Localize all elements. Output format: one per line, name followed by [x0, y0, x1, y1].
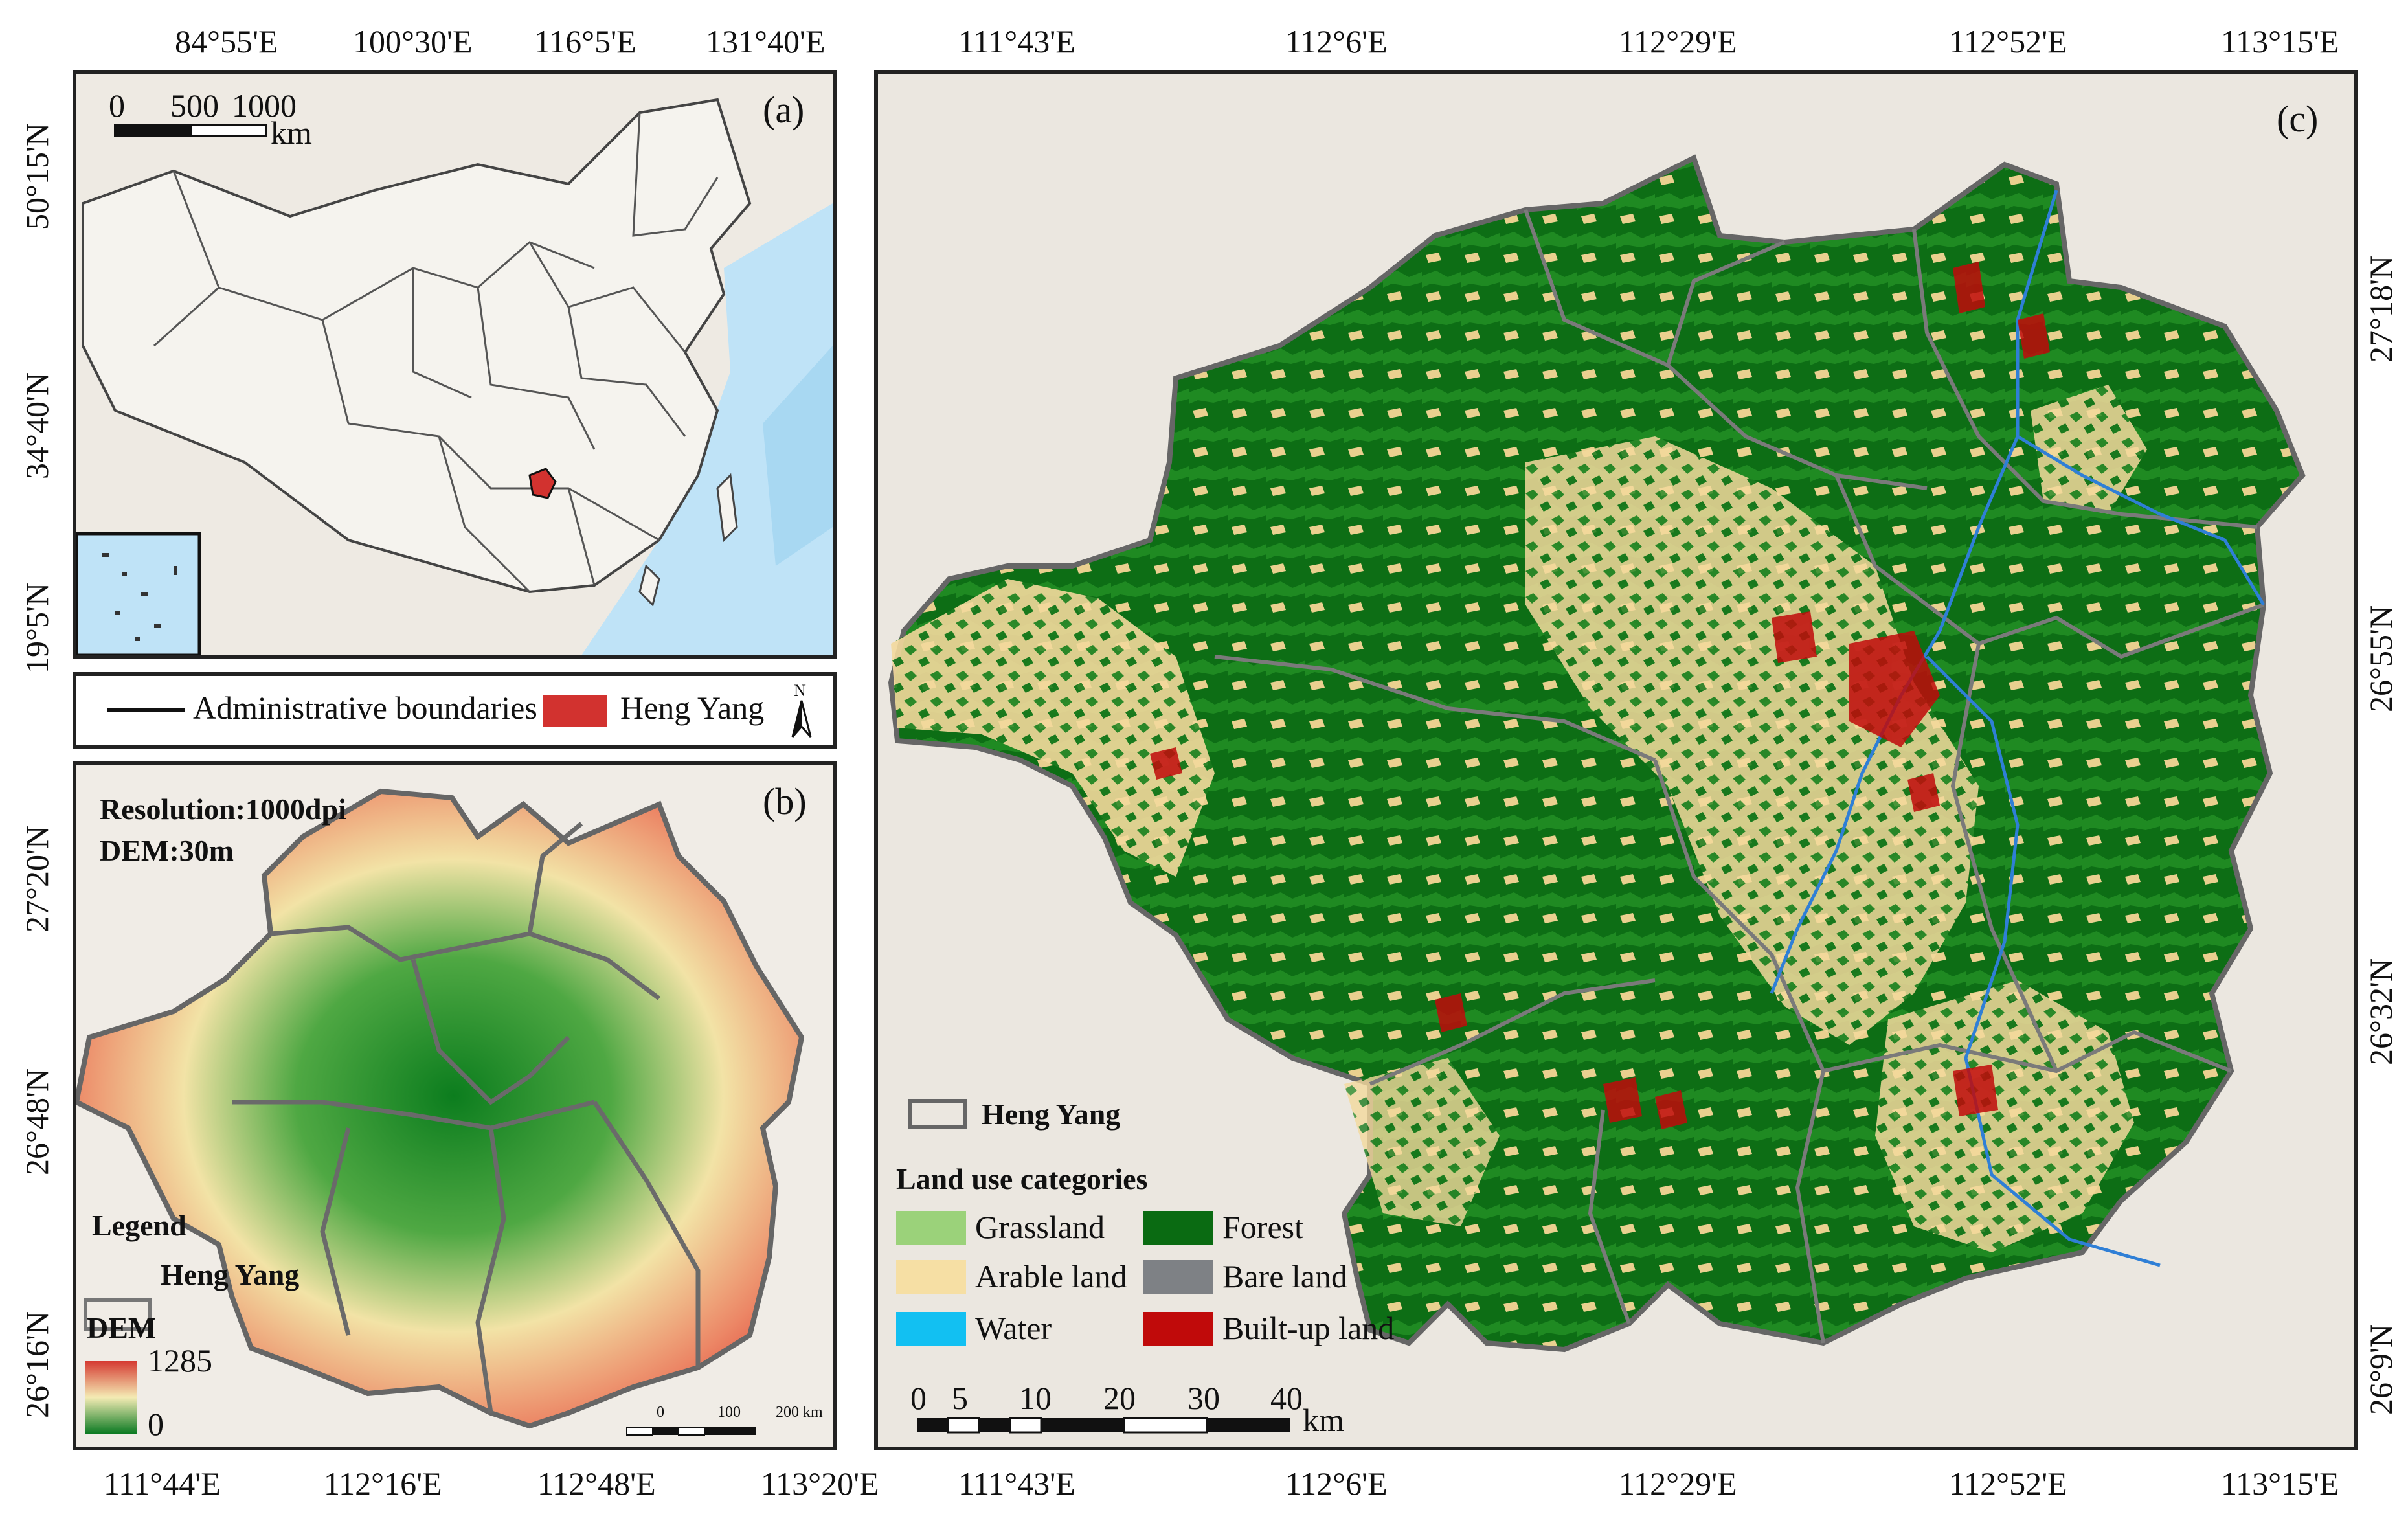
panel-a-left-tick: 19°5'N [19, 582, 55, 673]
panel-b-left-tick: 26°48'N [19, 1068, 55, 1175]
scalebar-tick: 0 [910, 1380, 927, 1416]
scalebar-tick: 20 [1103, 1380, 1136, 1416]
panel-a-left-tick: 50°15'N [19, 122, 55, 230]
panel-c-bottom-tick: 112°29'E [1619, 1465, 1737, 1502]
panel-b-label: (b) [763, 780, 807, 822]
panel-a-scalebar: 0 500 1000 km [109, 87, 322, 151]
heng-yang-label: Heng Yang [620, 690, 765, 726]
panel-c-top-tick: 112°6'E [1285, 23, 1388, 60]
boundary-line-symbol [107, 708, 185, 712]
panel-c-top-tick: 113°15'E [2221, 23, 2339, 60]
panel-b-bottom-tick: 111°44'E [104, 1465, 221, 1502]
panel-a-label: (a) [763, 89, 805, 131]
panel-b-left-tick: 26°16'N [19, 1311, 55, 1418]
panel-c-map: (c) Heng Yang Land use categories Grassl… [874, 70, 2358, 1450]
panel-c-right-tick: 26°32'N [2363, 958, 2399, 1065]
heng-yang-legend-symbol [84, 1298, 152, 1331]
panel-b-bottom-tick: 113°20'E [761, 1465, 879, 1502]
legend-region-label: Heng Yang [982, 1098, 1121, 1131]
panel-c-right-tick: 27°18'N [2363, 255, 2399, 363]
water-swatch [896, 1312, 966, 1346]
panel-c-label: (c) [2277, 98, 2319, 140]
dem-max-label: 1285 [148, 1342, 212, 1379]
heng-yang-symbol [543, 695, 607, 727]
heng-yang-legend-symbol [908, 1099, 967, 1129]
scalebar-tick: 0 [109, 87, 125, 124]
panel-a-top-tick: 84°55'E [175, 23, 278, 60]
dem-map-graphic [76, 788, 805, 1436]
bare-land-label: Bare land [1222, 1258, 1347, 1294]
scalebar-tick: 100 [717, 1404, 741, 1421]
china-map-graphic [76, 98, 833, 655]
boundary-label: Administrative boundaries [193, 690, 537, 726]
legend-title: Legend [92, 1209, 186, 1242]
built-up-land-swatch [1143, 1312, 1213, 1346]
panel-a-top-tick: 131°40'E [706, 23, 826, 60]
panel-a-left-tick: 34°40'N [19, 372, 55, 479]
heng-yang-location [528, 468, 557, 499]
land-use-legend-title: Land use categories [896, 1162, 1148, 1195]
scalebar-tick: 1000 [232, 87, 297, 124]
dem-color-ramp [85, 1361, 137, 1434]
water-label: Water [975, 1310, 1052, 1346]
scalebar-tick: 10 [1019, 1380, 1052, 1416]
scalebar-tick: 200 km [776, 1404, 823, 1421]
forest-label: Forest [1222, 1209, 1303, 1245]
legend-region-label: Heng Yang [161, 1258, 300, 1291]
forest-swatch [1143, 1211, 1213, 1245]
panel-b-left-tick: 27°20'N [19, 825, 55, 932]
panel-a-top-tick: 116°5'E [534, 23, 636, 60]
panel-c-right-tick: 26°9'N [2363, 1324, 2399, 1415]
scalebar-tick: 5 [952, 1380, 968, 1416]
panel-b-scalebar [626, 1427, 756, 1436]
panel-b-bottom-tick: 112°16'E [324, 1465, 442, 1502]
panel-a-top-tick: 100°30'E [353, 23, 473, 60]
panel-c-scalebar [917, 1417, 1290, 1434]
scalebar-unit: km [1303, 1402, 1344, 1438]
panel-b-bottom-tick: 112°48'E [537, 1465, 656, 1502]
panel-c-right-tick: 26°55'N [2363, 605, 2399, 712]
dem-resolution-text: DEM:30m [100, 834, 234, 867]
grassland-label: Grassland [975, 1209, 1105, 1245]
panel-a-legend: Administrative boundaries Heng Yang N [73, 672, 837, 749]
south-china-sea-inset [76, 532, 201, 655]
built-up-land-label: Built-up land [1222, 1310, 1395, 1346]
dem-min-label: 0 [148, 1406, 164, 1442]
resolution-text: Resolution:1000dpi [100, 793, 346, 826]
scalebar-tick: 40 [1270, 1380, 1303, 1416]
panel-c-top-tick: 111°43'E [958, 23, 1075, 60]
panel-a-map: 0 500 1000 km (a) [73, 70, 837, 659]
panel-c-top-tick: 112°29'E [1619, 23, 1737, 60]
scalebar-tick: 500 [170, 87, 219, 124]
scalebar-unit: km [271, 115, 312, 151]
panel-b-map: Resolution:1000dpi DEM:30m (b) Legend He… [73, 762, 837, 1450]
panel-c-bottom-tick: 112°6'E [1285, 1465, 1388, 1502]
bare-land-swatch [1143, 1260, 1213, 1294]
panel-c-bottom-tick: 112°52'E [1949, 1465, 2067, 1502]
dem-info: Resolution:1000dpi DEM:30m [100, 789, 346, 872]
panel-c-bottom-tick: 113°15'E [2221, 1465, 2339, 1502]
dem-title: DEM [87, 1311, 157, 1344]
land-use-map-graphic [888, 154, 2306, 1434]
heng-yang-dem-shape [76, 788, 805, 1429]
scalebar-tick: 0 [657, 1404, 664, 1421]
panel-c-bottom-tick: 111°43'E [958, 1465, 1075, 1502]
arable-land-label: Arable land [975, 1258, 1127, 1294]
arable-land-swatch [896, 1260, 966, 1294]
land-use-legend-swatches [896, 1211, 1213, 1346]
panel-c-top-tick: 112°52'E [1949, 23, 2067, 60]
grassland-swatch [896, 1211, 966, 1245]
scalebar-tick: 30 [1187, 1380, 1220, 1416]
north-arrow-icon: N [789, 681, 815, 742]
